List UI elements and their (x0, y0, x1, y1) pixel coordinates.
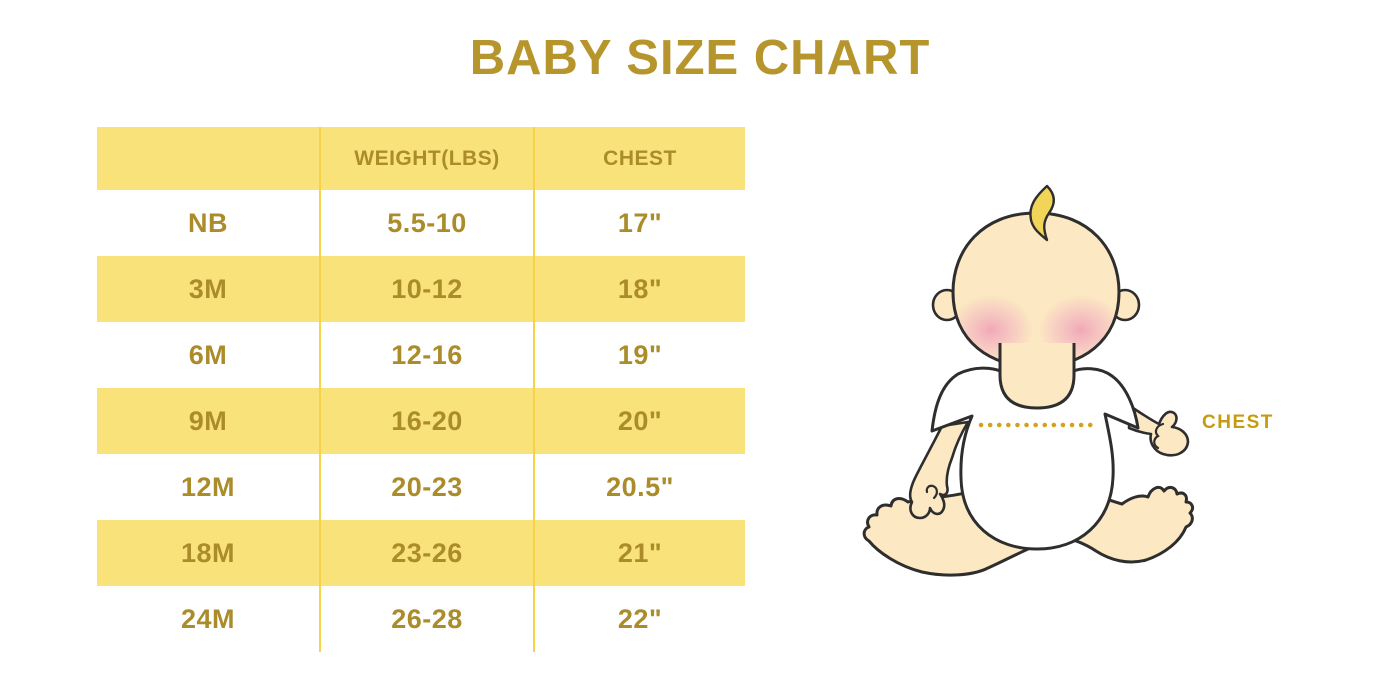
chest-cell: 21" (533, 520, 745, 586)
header-size-cell (97, 127, 319, 190)
chest-cell: 20" (533, 388, 745, 454)
weight-cell: 20-23 (319, 454, 533, 520)
baby-arms (908, 404, 1190, 520)
size-cell: 24M (180, 603, 236, 634)
table-row: 24M 26-28 22" (97, 586, 745, 652)
chest-cell: 18" (533, 256, 745, 322)
baby-hair-curl (1029, 184, 1055, 242)
header-weight-cell: WEIGHT(LBS) (319, 127, 533, 190)
weight-cell: 12-16 (319, 322, 533, 388)
table-row: NB 5.5-10 17" (97, 190, 745, 256)
page-title: BABY SIZE CHART (469, 31, 931, 85)
size-cell: 9M (188, 405, 228, 436)
size-cell: 6M (188, 339, 228, 370)
size-cell: 12M (180, 471, 236, 502)
weight-cell: 23-26 (319, 520, 533, 586)
chest-cell: 19" (533, 322, 745, 388)
size-cell: 3M (188, 273, 228, 304)
chest-cell: 22" (533, 586, 745, 652)
table-row: 12M 20-23 20.5" (97, 454, 745, 520)
chest-cell: 20.5" (533, 454, 745, 520)
size-cell: 18M (180, 537, 236, 568)
weight-cell: 10-12 (319, 256, 533, 322)
table-row: 9M 16-20 20" (97, 388, 745, 454)
baby-illustration (850, 180, 1290, 580)
header-chest-cell: CHEST (533, 127, 745, 190)
size-table: WEIGHT(LBS) CHEST NB 5.5-10 17" 3M 10-12… (97, 127, 745, 652)
baby-neck (998, 343, 1076, 410)
table-row: 18M 23-26 21" (97, 520, 745, 586)
table-row: 3M 10-12 18" (97, 256, 745, 322)
baby-illustration-svg (862, 184, 1195, 577)
size-cell: NB (188, 207, 228, 238)
table-header-row: WEIGHT(LBS) CHEST (97, 127, 745, 190)
weight-cell: 16-20 (319, 388, 533, 454)
baby-onesie (930, 366, 1140, 551)
chest-cell: 17" (533, 190, 745, 256)
table-row: 6M 12-16 19" (97, 322, 745, 388)
chest-label: CHEST (1202, 412, 1274, 433)
weight-cell: 5.5-10 (319, 190, 533, 256)
weight-cell: 26-28 (319, 586, 533, 652)
